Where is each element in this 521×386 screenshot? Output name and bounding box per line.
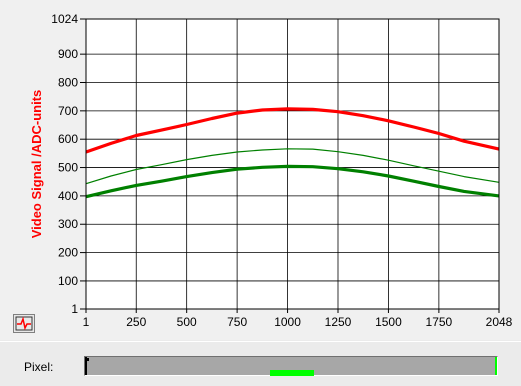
tick-layer: 1 250 500 750 1000 1250 1500 1750 20481100200300…	[51, 12, 512, 329]
x-tick-label: 1	[83, 315, 90, 329]
y-tick-label: 100	[58, 274, 78, 288]
chart-svg: 1 250 500 750 1000 1250 1500 1750 20481100200300…	[29, 12, 513, 329]
y-tick-label: 900	[58, 47, 78, 61]
autoscale-icon[interactable]	[13, 314, 35, 333]
x-tick-label: 1250	[325, 315, 352, 329]
autoscale-icon-glyph	[15, 316, 33, 331]
plot-area	[86, 19, 499, 309]
series-line-2	[85, 148, 500, 185]
x-tick-label: 1500	[375, 315, 402, 329]
y-tick-label: 800	[58, 75, 78, 89]
x-tick-label: 1750	[426, 315, 453, 329]
pixel-left-cursor[interactable]	[85, 357, 87, 375]
series-line-1	[85, 107, 500, 154]
pixel-range-slider[interactable]	[84, 356, 498, 376]
y-tick-label: 700	[58, 104, 78, 118]
series-layer	[85, 107, 500, 199]
y-tick-label: 200	[58, 246, 78, 260]
x-tick-label: 2048	[486, 315, 513, 329]
x-tick-label: 1000	[274, 315, 301, 329]
y-tick-label: 600	[58, 132, 78, 146]
y-tick-label: 1024	[51, 12, 78, 26]
y-axis-label: Video Signal /ADC-units	[29, 90, 44, 239]
y-tick-label: 400	[58, 189, 78, 203]
series-line-3	[85, 164, 500, 199]
pixel-bar-panel: Pixel:	[0, 341, 521, 386]
plot-frame	[85, 18, 500, 310]
x-tick-label: 500	[177, 315, 197, 329]
chart-panel: 1 250 500 750 1000 1250 1500 1750 2048 1 100 200 300…	[13, 12, 513, 333]
y-tick-label: 500	[58, 161, 78, 175]
x-tick-label: 250	[126, 315, 146, 329]
y-tick-label: 300	[58, 217, 78, 231]
y-tick-label: 1	[71, 302, 78, 316]
pixel-highlight-range	[270, 370, 315, 376]
pixel-label: Pixel:	[24, 360, 54, 374]
x-tick-label: 750	[227, 315, 247, 329]
pixel-right-cursor[interactable]	[495, 357, 497, 375]
grid-layer	[85, 18, 500, 310]
pixel-left-marker	[86, 358, 89, 361]
